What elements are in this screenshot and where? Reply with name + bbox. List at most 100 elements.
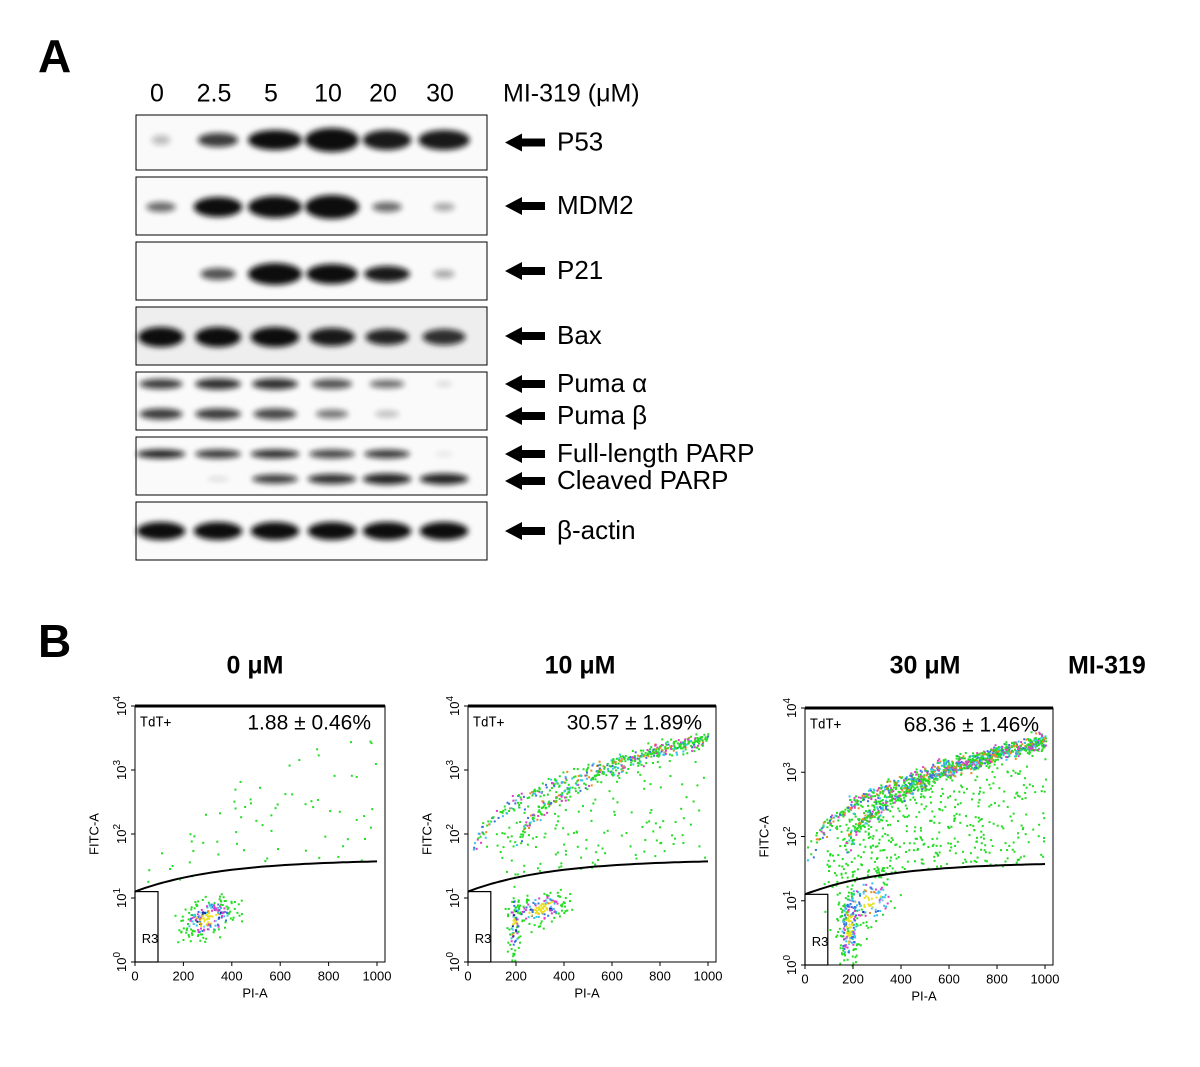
dot <box>551 787 553 789</box>
dot <box>969 756 971 758</box>
band <box>436 382 452 387</box>
dot <box>920 775 922 777</box>
dot <box>874 915 876 917</box>
dot <box>838 816 840 818</box>
dot <box>569 796 571 798</box>
tick-exp: 0 <box>782 955 793 961</box>
dot <box>504 833 506 835</box>
result-label: 1.88 ± 0.46% <box>247 712 371 735</box>
dot <box>1032 747 1034 749</box>
dot <box>844 946 846 948</box>
dot <box>941 788 943 790</box>
dot <box>867 871 869 873</box>
dot <box>879 891 881 893</box>
dot <box>225 921 227 923</box>
dot <box>240 816 242 818</box>
dot <box>236 912 238 914</box>
dot <box>205 938 207 940</box>
dot <box>147 881 149 883</box>
dot <box>844 910 846 912</box>
dot <box>867 816 869 818</box>
dot <box>707 733 709 735</box>
dot <box>351 775 353 777</box>
dot <box>927 770 929 772</box>
y-tick-label: 104 <box>112 696 130 716</box>
dot <box>512 916 514 918</box>
dot <box>540 813 542 815</box>
dot <box>889 785 891 787</box>
dot <box>560 795 562 797</box>
dot <box>1000 754 1002 756</box>
dot <box>680 747 682 749</box>
dot <box>970 852 972 854</box>
dot <box>930 788 932 790</box>
dot <box>565 776 567 778</box>
dot <box>500 851 502 853</box>
dot <box>506 927 508 929</box>
dot <box>850 888 852 890</box>
y-tick-label: 103 <box>112 760 130 780</box>
dot <box>507 836 509 838</box>
dot <box>828 860 830 862</box>
dot <box>871 813 873 815</box>
dot <box>903 791 905 793</box>
dot <box>534 909 536 911</box>
dot <box>936 838 938 840</box>
dot <box>920 793 922 795</box>
dot <box>632 756 634 758</box>
dot <box>933 856 935 858</box>
dot <box>915 779 917 781</box>
dot <box>819 838 821 840</box>
dot <box>914 771 916 773</box>
dot <box>607 830 609 832</box>
dot <box>215 920 217 922</box>
dot <box>546 786 548 788</box>
dot <box>518 804 520 806</box>
dot <box>851 915 853 917</box>
dot <box>1017 795 1019 797</box>
dot <box>702 741 704 743</box>
dot <box>898 791 900 793</box>
dot <box>882 816 884 818</box>
dot <box>221 893 223 895</box>
dot <box>959 822 961 824</box>
dot <box>871 882 873 884</box>
dot <box>916 838 918 840</box>
dot <box>975 816 977 818</box>
dot <box>191 840 193 842</box>
dot <box>1014 755 1016 757</box>
dot <box>227 907 229 909</box>
dot <box>597 771 599 773</box>
dot <box>639 774 641 776</box>
band <box>308 522 357 540</box>
dot <box>929 820 931 822</box>
dot <box>843 932 845 934</box>
dot <box>660 842 662 844</box>
dot <box>849 937 851 939</box>
dot <box>490 821 492 823</box>
scatter-dots <box>807 731 1047 966</box>
dot <box>947 842 949 844</box>
dot <box>845 940 847 942</box>
dot <box>190 908 192 910</box>
tick-exp: 0 <box>445 952 456 958</box>
dot <box>948 764 950 766</box>
dot <box>904 785 906 787</box>
plot-title: 0 μM <box>227 652 284 680</box>
dot <box>565 850 567 852</box>
dot <box>977 767 979 769</box>
dot <box>917 778 919 780</box>
dot <box>882 914 884 916</box>
dot <box>936 866 938 868</box>
dot <box>172 865 174 867</box>
dot <box>953 791 955 793</box>
dot <box>857 827 859 829</box>
dot <box>970 768 972 770</box>
dot <box>559 804 561 806</box>
dot <box>549 902 551 904</box>
dot <box>544 836 546 838</box>
x-tick-label: 600 <box>269 968 291 983</box>
x-tick-label: 200 <box>173 968 195 983</box>
dot <box>946 863 948 865</box>
dot <box>890 900 892 902</box>
